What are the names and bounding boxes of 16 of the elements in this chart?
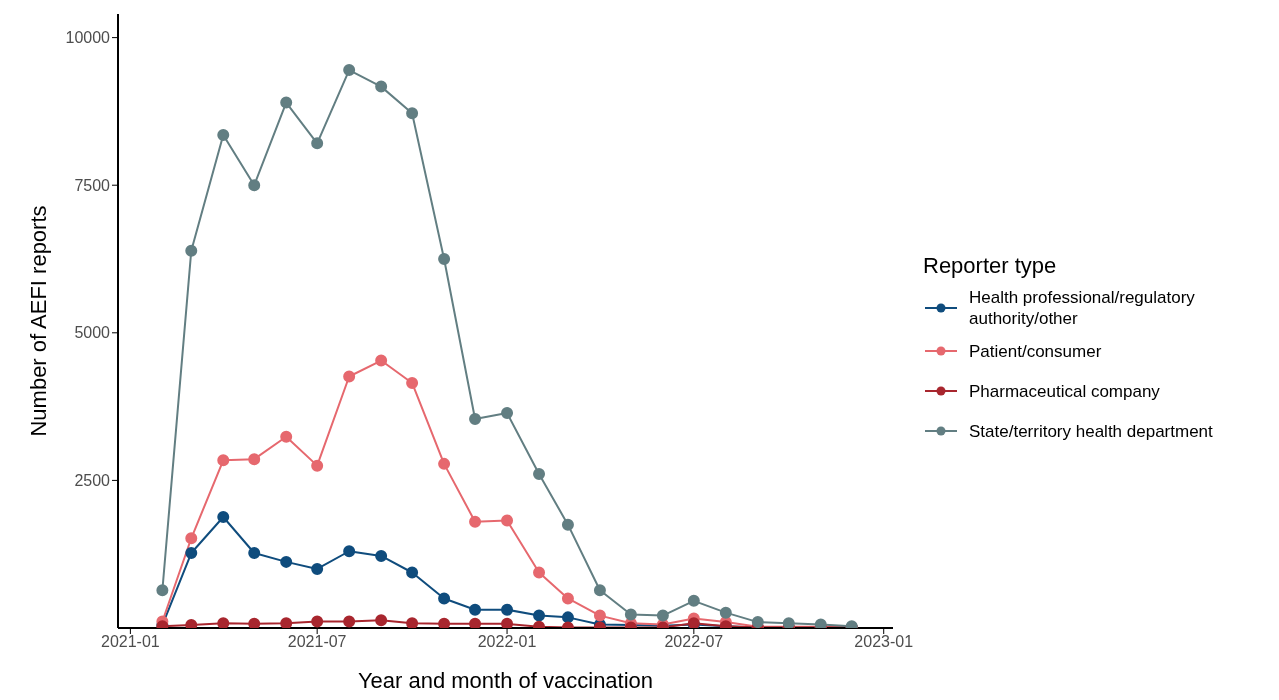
x-tick-label: 2022-07 <box>664 633 724 651</box>
legend-label: State/territory health department <box>969 420 1214 442</box>
legend-label: Pharmaceutical company <box>969 380 1161 402</box>
y-tick-label: 10000 <box>65 29 111 47</box>
y-tick-label: 5000 <box>74 324 111 342</box>
x-tick-label: 2023-01 <box>854 633 914 651</box>
legend-label: Health professional/regulatory authority/other <box>969 287 1196 329</box>
x-tick-label: 2022-01 <box>477 633 537 651</box>
y-tick-label: 7500 <box>74 176 111 194</box>
x-axis-title: Year and month of vaccination <box>357 668 654 693</box>
x-tick-label: 2021-01 <box>101 633 160 651</box>
y-tick-label: 2500 <box>74 472 111 490</box>
legend-title: Reporter type <box>923 253 1058 279</box>
x-tick-label: 2021-07 <box>287 633 347 651</box>
y-axis-title: Number of AEFI reports <box>25 205 51 437</box>
legend-label: Patient/consumer <box>969 340 1103 362</box>
